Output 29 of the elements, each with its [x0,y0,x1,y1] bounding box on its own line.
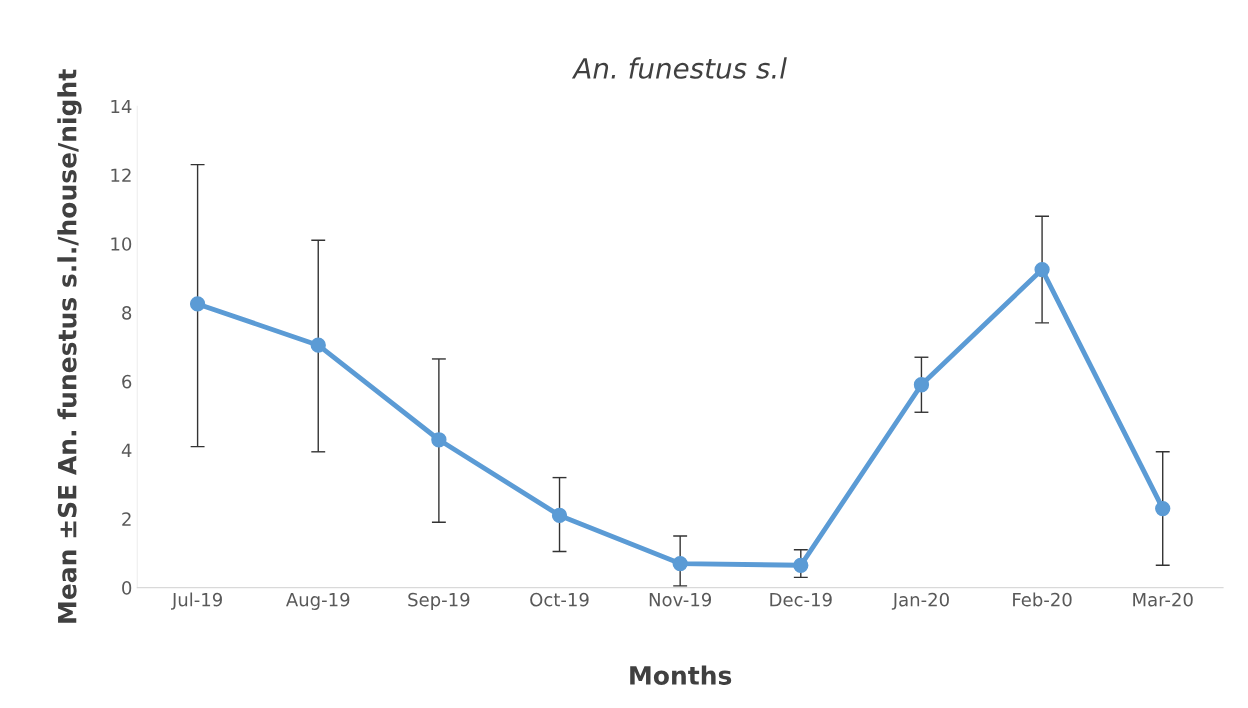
point [189,296,206,312]
y-tick-label: 8 [122,305,132,320]
x-tick-label: Sep-19 [408,592,470,610]
y-axis-title: Mean ±SE An. funestus s.l./house/night [57,69,82,623]
x-tick-label: Nov-19 [649,592,712,607]
y-tick-label: 4 [121,443,132,457]
point [551,507,568,524]
point [1155,500,1171,517]
chart-title: An. funestus s.l [571,57,787,79]
x-tick-label: Dec-19 [770,592,832,607]
point [1034,261,1050,278]
x-tick-label: Feb-20 [1013,592,1072,607]
y-tick-label: 6 [122,374,132,389]
y-tick-label: 14 [111,99,132,114]
y-tick-label: 0 [122,581,132,595]
point [310,337,326,353]
x-tick-label: Jul-19 [171,592,222,610]
x-tick-label: Aug-19 [286,592,350,610]
point [793,557,809,573]
x-tick-label: Mar-20 [1133,592,1193,607]
point [672,555,688,572]
x-axis-title: Months [630,665,732,685]
y-tick-label: 12 [111,168,131,182]
y-tick-label: 2 [122,512,131,526]
x-tick-label: Jan-20 [891,592,949,610]
point [913,377,930,393]
x-tick-label: Oct-19 [530,592,589,607]
point [431,432,447,448]
y-tick-label: 10 [111,237,132,251]
